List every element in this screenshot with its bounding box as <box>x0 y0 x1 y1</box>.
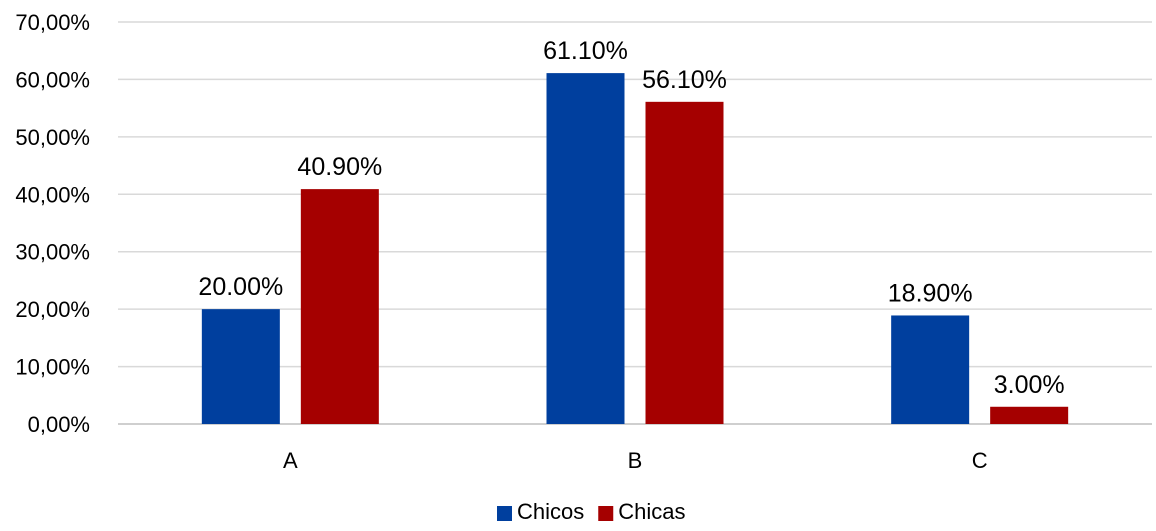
bars <box>201 73 1069 425</box>
data-labels: 20.00% 40.90% 61.10% 56.10% 18.90% 3.00% <box>198 37 1064 399</box>
y-tick-label: 50,00% <box>15 125 90 150</box>
y-tick-label: 20,00% <box>15 297 90 322</box>
x-category-label: C <box>972 448 988 473</box>
data-label: 3.00% <box>994 371 1065 399</box>
data-label: 18.90% <box>888 279 973 307</box>
legend-swatch-chicas <box>598 506 614 521</box>
data-label: 40.90% <box>297 153 382 181</box>
bar-chicos-a <box>201 309 280 424</box>
y-axis-tick-labels: 0,00% 10,00% 20,00% 30,00% 40,00% 50,00% 60,00… <box>15 10 90 437</box>
legend-label-chicas: Chicas <box>618 499 685 524</box>
bar-chicas-c <box>990 406 1069 424</box>
legend-swatch-chicos <box>497 506 512 521</box>
y-tick-label: 10,00% <box>15 355 90 380</box>
data-label: 61.10% <box>543 37 628 65</box>
bar-chicas-b <box>645 101 724 424</box>
y-tick-label: 30,00% <box>15 240 90 265</box>
y-tick-label: 60,00% <box>15 67 90 92</box>
y-tick-label: 0,00% <box>28 412 90 437</box>
legend-label-chicos: Chicos <box>517 499 584 524</box>
data-label: 20.00% <box>198 273 283 301</box>
x-category-label: B <box>628 448 643 473</box>
bar-chicas-a <box>300 189 379 424</box>
bar-chicos-c <box>891 315 970 424</box>
y-tick-label: 70,00% <box>15 10 90 35</box>
bar-chicos-b <box>546 73 625 425</box>
legend: Chicos Chicas <box>497 499 686 524</box>
x-category-label: A <box>283 448 298 473</box>
y-tick-label: 40,00% <box>15 182 90 207</box>
data-label: 56.10% <box>642 66 727 94</box>
x-axis-category-labels: A B C <box>283 448 988 473</box>
gridlines <box>118 21 1152 425</box>
